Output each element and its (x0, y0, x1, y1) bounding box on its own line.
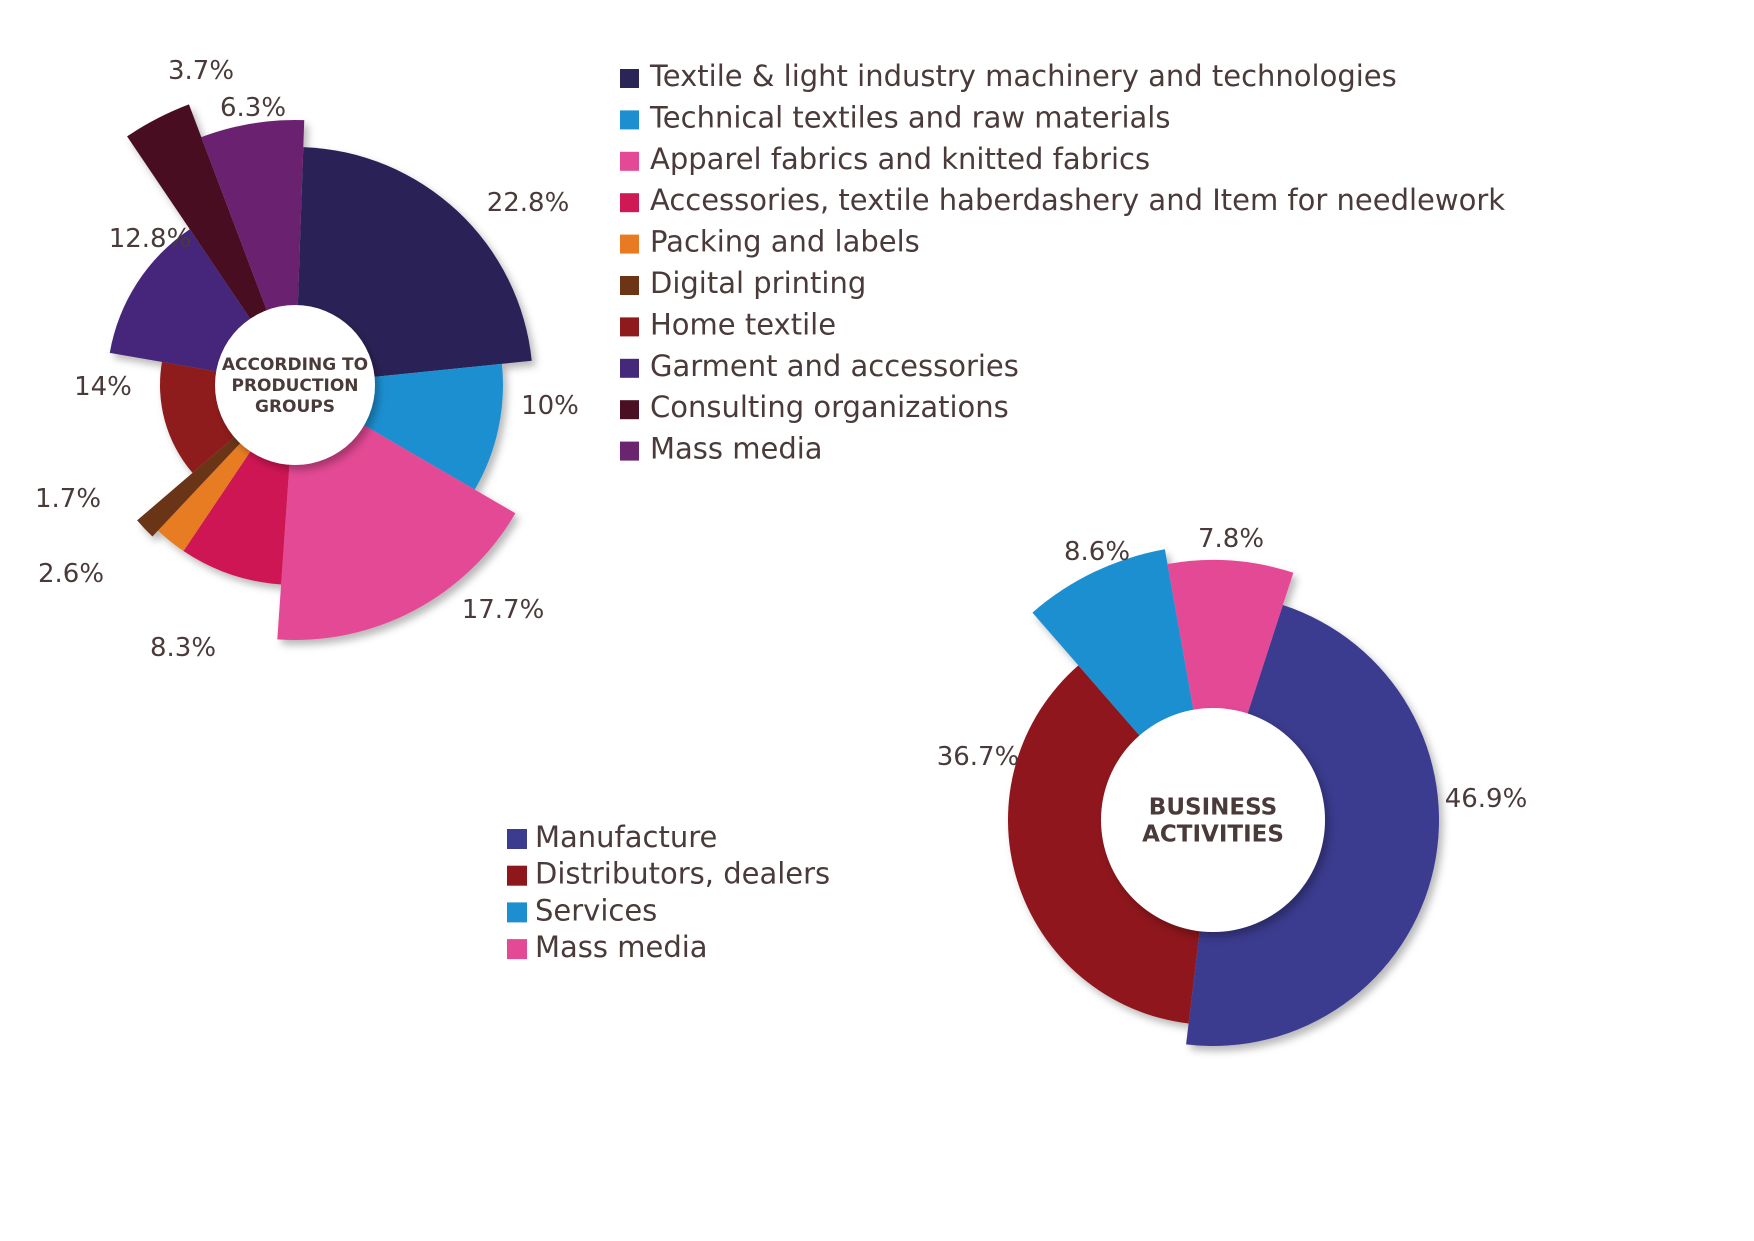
legend-swatch-manufacture (507, 829, 527, 849)
slice-consulting-organizations (127, 104, 295, 385)
legend-swatch-garment-and-accessories (620, 358, 639, 378)
center-label-line: PRODUCTION (232, 376, 359, 396)
legend-label-packing-and-labels: Packing and labels (650, 225, 920, 259)
legend-swatch-services (507, 902, 527, 923)
data-label-services: 8.6% (1064, 537, 1130, 567)
legend-swatch-digital-printing (620, 276, 639, 295)
center-label-line: GROUPS (255, 397, 335, 417)
data-label-apparel-fabrics-and-knitted-fabrics: 17.7% (462, 595, 545, 625)
legend-swatch-mass-media (620, 441, 639, 461)
legend-label-apparel-fabrics-and-knitted-fabrics: Apparel fabrics and knitted fabrics (650, 142, 1150, 176)
production-groups-legend: Textile & light industry machinery and t… (620, 59, 1505, 466)
legend-label-textile-and-light-industry-machinery-and-technologies: Textile & light industry machinery and t… (649, 59, 1397, 93)
legend-swatch-packing-and-labels (620, 234, 639, 254)
legend-label-services: Services (535, 893, 657, 927)
legend-label-home-textile: Home textile (650, 307, 836, 341)
legend-swatch-technical-textiles-and-raw-materials (620, 110, 639, 130)
data-label-mass-media: 7.8% (1198, 524, 1264, 554)
legend-label-consulting-organizations: Consulting organizations (650, 390, 1009, 424)
legend-swatch-textile-and-light-industry-machinery-and-technologies (620, 69, 639, 88)
slice-textile-and-light-industry-machinery-and-technologies (295, 147, 532, 385)
data-label-accessories-textile-haberdashery-and-item-for-needlework: 8.3% (150, 633, 216, 663)
legend-label-distributors-dealers: Distributors, dealers (535, 857, 830, 891)
legend-label-mass-media: Mass media (650, 432, 823, 466)
legend-label-mass-media: Mass media (535, 930, 708, 964)
legend-swatch-mass-media (507, 939, 527, 960)
legend-label-garment-and-accessories: Garment and accessories (650, 349, 1019, 383)
data-label-home-textile: 14% (74, 372, 132, 402)
center-label-line: ACCORDING TO (222, 355, 368, 375)
data-label-consulting-organizations: 3.7% (168, 56, 234, 86)
center-hole (1101, 708, 1325, 932)
data-label-mass-media: 6.3% (220, 93, 286, 123)
data-label-distributors-dealers: 36.7% (937, 742, 1020, 772)
data-label-packing-and-labels: 2.6% (38, 559, 104, 589)
data-label-digital-printing: 1.7% (35, 484, 101, 514)
legend-swatch-consulting-organizations (620, 400, 639, 420)
data-label-garment-and-accessories: 12.8% (109, 224, 192, 254)
center-label-line: BUSINESS (1149, 795, 1277, 821)
legend-swatch-apparel-fabrics-and-knitted-fabrics (620, 151, 639, 171)
data-label-manufacture: 46.9% (1445, 784, 1528, 814)
legend-label-technical-textiles-and-raw-materials: Technical textiles and raw materials (649, 100, 1170, 134)
slice-mass-media (1167, 560, 1294, 820)
data-label-technical-textiles-and-raw-materials: 10% (521, 391, 579, 421)
legend-label-manufacture: Manufacture (535, 820, 717, 854)
legend-label-digital-printing: Digital printing (650, 266, 866, 300)
center-label-line: ACTIVITIES (1142, 822, 1284, 848)
center-hole (215, 305, 375, 465)
legend-swatch-distributors-dealers (507, 865, 527, 886)
legend-swatch-accessories-textile-haberdashery-and-item-for-needlework (620, 193, 639, 213)
data-label-textile-and-light-industry-machinery-and-technologies: 22.8% (487, 188, 570, 218)
legend-label-accessories-textile-haberdashery-and-item-for-needlework: Accessories, textile haberdashery and It… (650, 183, 1505, 217)
legend-swatch-home-textile (620, 317, 639, 337)
